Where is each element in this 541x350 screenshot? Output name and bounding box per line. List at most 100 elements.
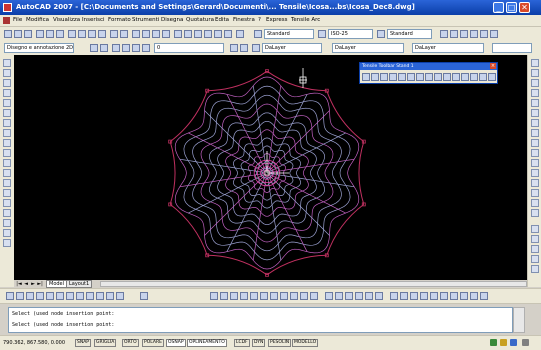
tensile-tool-8-icon[interactable] xyxy=(425,73,433,81)
layer-lock-icon[interactable] xyxy=(132,44,140,52)
tensile-tool-11-icon[interactable] xyxy=(452,73,460,81)
autocad-app-icon[interactable] xyxy=(3,3,12,12)
tensile-tool-14-icon[interactable] xyxy=(479,73,487,81)
tensile-tool-2-icon[interactable] xyxy=(371,73,379,81)
tab-nav-prev[interactable]: ◄ xyxy=(23,281,29,287)
dim-style-icon[interactable] xyxy=(318,30,326,38)
snap-nearest-icon[interactable] xyxy=(470,292,478,300)
snap-node-icon[interactable] xyxy=(460,292,468,300)
menu-tensile-arc[interactable]: Tensile Arc xyxy=(291,17,320,23)
design-center-icon[interactable] xyxy=(184,30,192,38)
menu-inserisci[interactable]: Inserisci xyxy=(82,17,105,23)
dim-baseline-icon[interactable] xyxy=(290,292,298,300)
menu-finestra[interactable]: Finestra xyxy=(233,17,255,23)
extend-icon[interactable] xyxy=(531,159,539,167)
drawing-canvas[interactable] xyxy=(14,55,527,280)
sheet-set-icon[interactable] xyxy=(204,30,212,38)
horizontal-scrollbar[interactable] xyxy=(100,281,527,287)
dim-angular-icon[interactable] xyxy=(270,292,278,300)
status-model-button[interactable]: MODELLO xyxy=(292,339,318,347)
bottom-tool-10-icon[interactable] xyxy=(96,292,104,300)
status-otrack-button[interactable]: OPLINEAMENTO xyxy=(187,339,227,347)
help-icon[interactable] xyxy=(236,30,244,38)
tensile-tool-7-icon[interactable] xyxy=(416,73,424,81)
status-snap-button[interactable]: SNAP xyxy=(75,339,91,347)
redo-icon[interactable] xyxy=(120,30,128,38)
menu-formato[interactable]: Formato xyxy=(108,17,131,23)
stretch-icon[interactable] xyxy=(531,139,539,147)
color-combo[interactable]: DaLayer xyxy=(262,43,322,53)
erase-icon[interactable] xyxy=(531,59,539,67)
paste-icon[interactable] xyxy=(88,30,96,38)
snap-none-icon[interactable] xyxy=(480,292,488,300)
insert-block-icon[interactable] xyxy=(3,169,11,177)
status-dyn-button[interactable]: DYN xyxy=(252,339,265,347)
status-ortho-button[interactable]: ORTO xyxy=(122,339,139,347)
snap-endpoint-icon[interactable] xyxy=(390,292,398,300)
lineweight-combo[interactable]: DaLayer xyxy=(412,43,484,53)
tray-communication-icon[interactable] xyxy=(490,339,497,346)
color-swatch-icon[interactable] xyxy=(252,44,260,52)
layer-combo[interactable]: 0 xyxy=(154,43,224,53)
command-line-scrollbar[interactable] xyxy=(513,307,525,333)
explode-icon[interactable] xyxy=(531,209,539,217)
tensile-tool-5-icon[interactable] xyxy=(398,73,406,81)
dim-radius-icon[interactable] xyxy=(250,292,258,300)
undo-icon[interactable] xyxy=(110,30,118,38)
layer-on-icon[interactable] xyxy=(112,44,120,52)
polyline-icon[interactable] xyxy=(3,79,11,87)
zoom-window-icon[interactable] xyxy=(152,30,160,38)
osnap-e-icon[interactable] xyxy=(531,265,539,273)
layer-color-icon[interactable] xyxy=(142,44,150,52)
markup-icon[interactable] xyxy=(214,30,222,38)
bottom-tool-9-icon[interactable] xyxy=(86,292,94,300)
dim-edit-icon[interactable] xyxy=(365,292,373,300)
tool-a-icon[interactable] xyxy=(440,30,448,38)
revision-cloud-icon[interactable] xyxy=(3,129,11,137)
preview-icon[interactable] xyxy=(46,30,54,38)
status-lineweight-button[interactable]: PESOLIN xyxy=(268,339,291,347)
zoom-previous-icon[interactable] xyxy=(162,30,170,38)
fillet-icon[interactable] xyxy=(531,199,539,207)
gradient-icon[interactable] xyxy=(3,209,11,217)
menu-modifica[interactable]: Modifica xyxy=(26,17,49,23)
menu-visualizza[interactable]: Visualizza xyxy=(53,17,80,23)
dim-linear-icon[interactable] xyxy=(210,292,218,300)
break-icon[interactable] xyxy=(531,169,539,177)
menu-quotatura[interactable]: Quotatura xyxy=(186,17,214,23)
jogged-linear-icon[interactable] xyxy=(355,292,363,300)
tab-nav-first[interactable]: |◄ xyxy=(16,281,22,287)
dim-aligned-icon[interactable] xyxy=(220,292,228,300)
floating-toolbar-close-icon[interactable]: × xyxy=(490,63,496,69)
tensile-tool-6-icon[interactable] xyxy=(407,73,415,81)
snap-tangent-icon[interactable] xyxy=(440,292,448,300)
tab-model[interactable]: Model xyxy=(46,280,67,288)
bottom-tool-1-icon[interactable] xyxy=(6,292,14,300)
rectangle-icon[interactable] xyxy=(3,99,11,107)
publish-icon[interactable] xyxy=(56,30,64,38)
dim-quick-icon[interactable] xyxy=(280,292,288,300)
copy-icon[interactable] xyxy=(78,30,86,38)
make-current-icon[interactable] xyxy=(230,44,238,52)
center-mark-icon[interactable] xyxy=(335,292,343,300)
snap-perpendicular-icon[interactable] xyxy=(450,292,458,300)
region-icon[interactable] xyxy=(3,219,11,227)
layer-previous-icon[interactable] xyxy=(240,44,248,52)
close-button[interactable]: ✕ xyxy=(519,2,530,13)
bottom-tool-12-icon[interactable] xyxy=(116,292,124,300)
quickcalc-icon[interactable] xyxy=(224,30,232,38)
tool-f-icon[interactable] xyxy=(490,30,498,38)
ellipse-arc-icon[interactable] xyxy=(3,159,11,167)
plot-style-combo[interactable] xyxy=(492,43,532,53)
dim-continue-icon[interactable] xyxy=(300,292,308,300)
tolerance-icon[interactable] xyxy=(325,292,333,300)
circle-icon[interactable] xyxy=(3,119,11,127)
tool-c-icon[interactable] xyxy=(460,30,468,38)
status-lcdf-button[interactable]: LCDF xyxy=(234,339,250,347)
offset-icon[interactable] xyxy=(531,89,539,97)
tensile-tool-13-icon[interactable] xyxy=(470,73,478,81)
tab-nav-next[interactable]: ► xyxy=(30,281,36,287)
table-style-icon[interactable] xyxy=(377,30,385,38)
ellipse-icon[interactable] xyxy=(3,149,11,157)
osnap-a-icon[interactable] xyxy=(531,225,539,233)
